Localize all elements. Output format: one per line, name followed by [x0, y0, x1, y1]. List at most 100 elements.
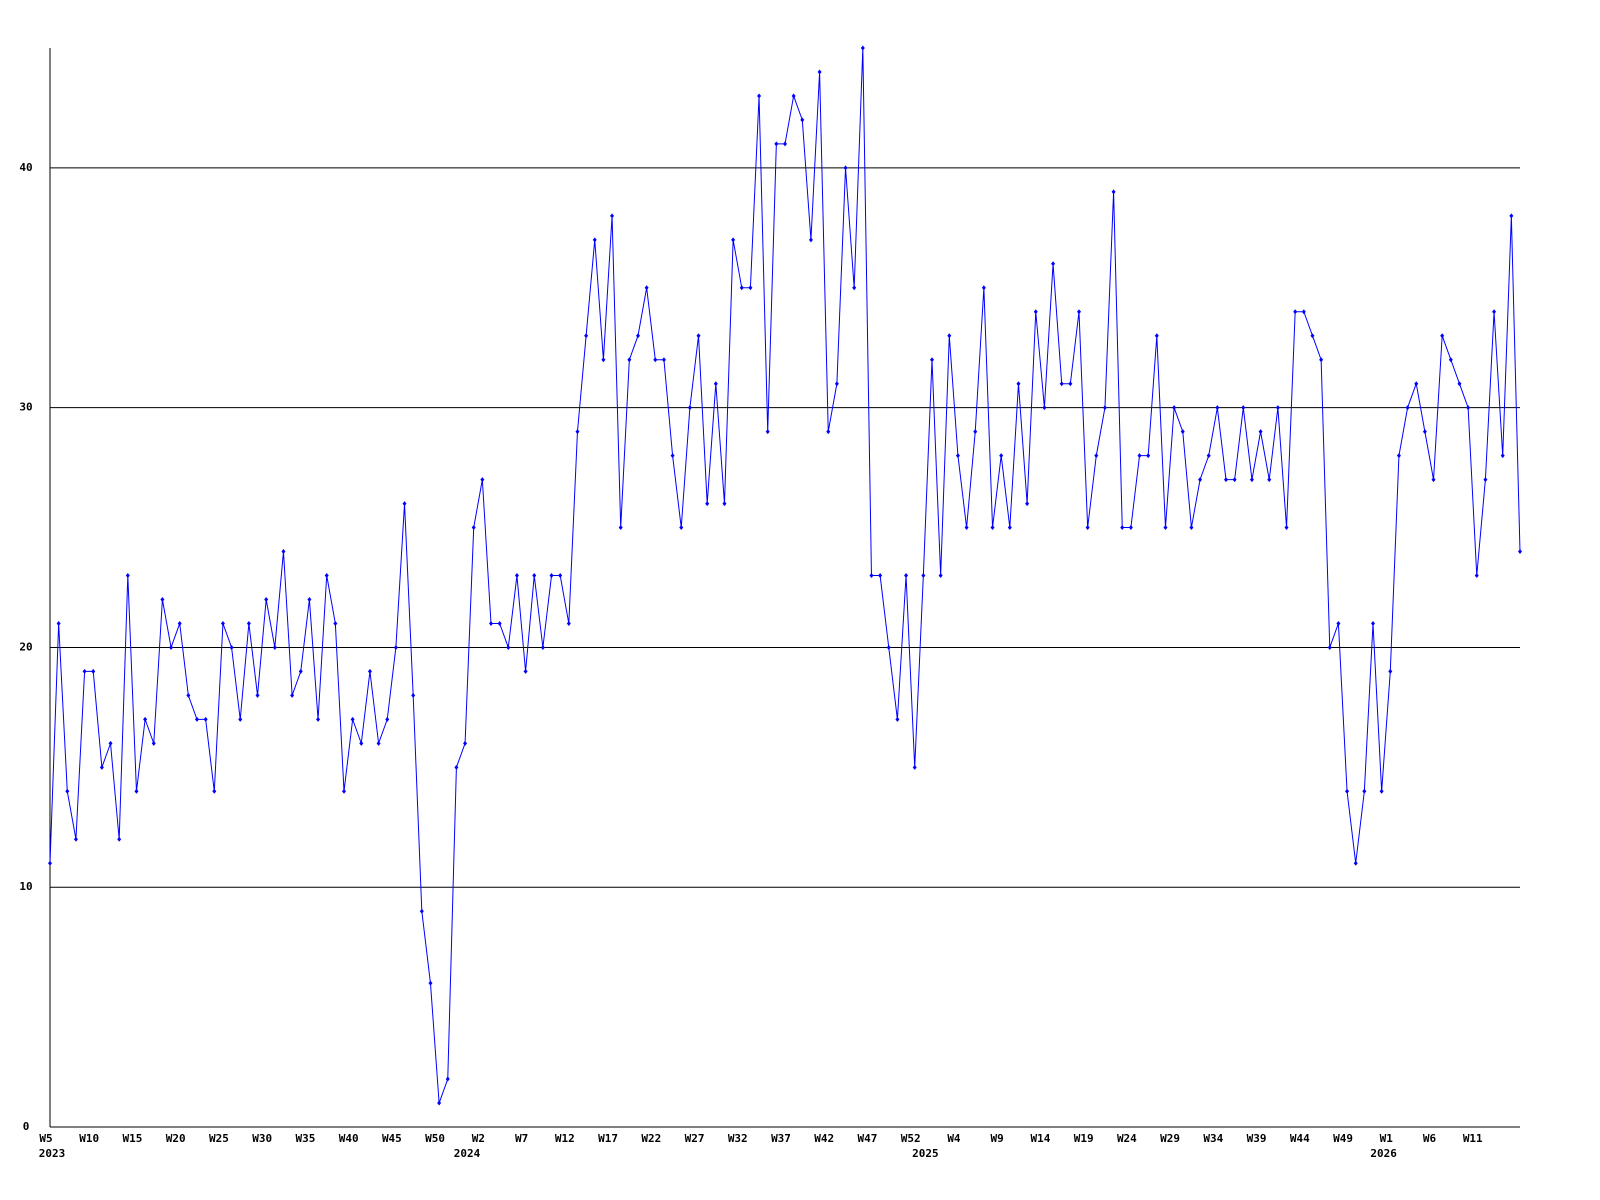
- data-point: [765, 429, 770, 435]
- data-point: [1466, 405, 1471, 411]
- x-tick-label: W22: [641, 1132, 661, 1145]
- data-point: [1431, 477, 1436, 483]
- data-point: [1500, 453, 1505, 459]
- x-tick-label: W1: [1380, 1132, 1394, 1145]
- data-point: [1258, 429, 1263, 435]
- y-tick-label: 30: [19, 401, 32, 414]
- data-point: [160, 596, 165, 602]
- data-point: [1422, 429, 1427, 435]
- x-tick-label: W39: [1247, 1132, 1267, 1145]
- data-point: [852, 285, 857, 291]
- data-point: [393, 644, 398, 650]
- data-point: [1362, 788, 1367, 794]
- x-tick-label: W14: [1030, 1132, 1050, 1145]
- data-point: [480, 477, 485, 483]
- data-point: [1059, 381, 1064, 387]
- data-point: [117, 836, 122, 842]
- data-point: [696, 333, 701, 339]
- data-point: [1379, 788, 1384, 794]
- data-point: [177, 620, 182, 626]
- data-point: [316, 716, 321, 722]
- data-point: [255, 692, 260, 698]
- data-point: [592, 237, 597, 243]
- data-point: [644, 285, 649, 291]
- data-point: [679, 525, 684, 531]
- data-point: [298, 668, 303, 674]
- x-tick-label: W19: [1074, 1132, 1094, 1145]
- y-tick-label: 10: [19, 880, 32, 893]
- data-point: [1033, 309, 1038, 315]
- data-point: [1206, 453, 1211, 459]
- x-tick-label: W47: [858, 1132, 878, 1145]
- data-point: [324, 573, 329, 579]
- y-tick-label: 20: [19, 640, 32, 653]
- data-point: [843, 165, 848, 171]
- data-point: [1284, 525, 1289, 531]
- data-point: [955, 453, 960, 459]
- data-point: [869, 573, 874, 579]
- data-point: [783, 141, 787, 147]
- data-point: [532, 573, 537, 579]
- data-point: [1249, 477, 1254, 483]
- data-point: [169, 644, 174, 650]
- data-point: [220, 620, 225, 626]
- data-point: [65, 788, 70, 794]
- data-point: [82, 668, 87, 674]
- data-point: [411, 692, 416, 698]
- data-point: [739, 285, 744, 291]
- x-tick-label: W44: [1290, 1132, 1310, 1145]
- data-point: [1180, 429, 1185, 435]
- data-point: [904, 573, 909, 579]
- x-tick-label: W7: [515, 1132, 528, 1145]
- data-point: [774, 141, 779, 147]
- data-point: [1275, 405, 1280, 411]
- data-point: [514, 573, 519, 579]
- data-point: [1189, 525, 1194, 531]
- data-point: [731, 237, 736, 243]
- x-tick-label: W37: [771, 1132, 791, 1145]
- x-tick-label: W50: [425, 1132, 445, 1145]
- data-point: [566, 620, 571, 626]
- data-point: [575, 429, 580, 435]
- data-point: [1232, 477, 1237, 483]
- series-line: [49, 47, 1521, 1104]
- data-point: [636, 333, 640, 339]
- x-tick-label: W29: [1160, 1132, 1180, 1145]
- data-point: [748, 285, 753, 291]
- data-point: [981, 285, 986, 291]
- data-point: [1371, 620, 1375, 626]
- data-point: [1396, 453, 1401, 459]
- x-tick-label: W6: [1423, 1132, 1437, 1145]
- data-point: [1336, 620, 1341, 626]
- data-point: [1025, 501, 1030, 507]
- data-point: [489, 620, 493, 626]
- x-tick-label: W4: [947, 1132, 961, 1145]
- data-point: [1345, 788, 1350, 794]
- x-tick-label: W2: [472, 1132, 485, 1145]
- x-year-label: 2024: [454, 1147, 481, 1160]
- data-point: [445, 1076, 450, 1082]
- data-point: [1120, 525, 1125, 531]
- data-point: [1388, 668, 1393, 674]
- data-point: [1440, 333, 1445, 339]
- data-point: [151, 740, 156, 746]
- data-point: [947, 333, 952, 339]
- data-point: [1077, 309, 1081, 315]
- data-point: [333, 620, 338, 626]
- data-point: [661, 357, 666, 363]
- data-point: [601, 357, 606, 363]
- data-point: [1448, 357, 1453, 363]
- data-point: [290, 692, 295, 698]
- x-tick-label: W30: [252, 1132, 272, 1145]
- x-tick-label: W24: [1117, 1132, 1137, 1145]
- data-point: [757, 93, 762, 99]
- data-point: [1353, 860, 1358, 866]
- data-point: [497, 620, 502, 626]
- x-year-label: 2026: [1370, 1147, 1397, 1160]
- data-point: [930, 357, 934, 363]
- data-point: [1111, 189, 1116, 195]
- x-tick-label: W11: [1463, 1132, 1483, 1145]
- data-point: [134, 788, 139, 794]
- data-point: [229, 644, 234, 650]
- data-point: [627, 357, 632, 363]
